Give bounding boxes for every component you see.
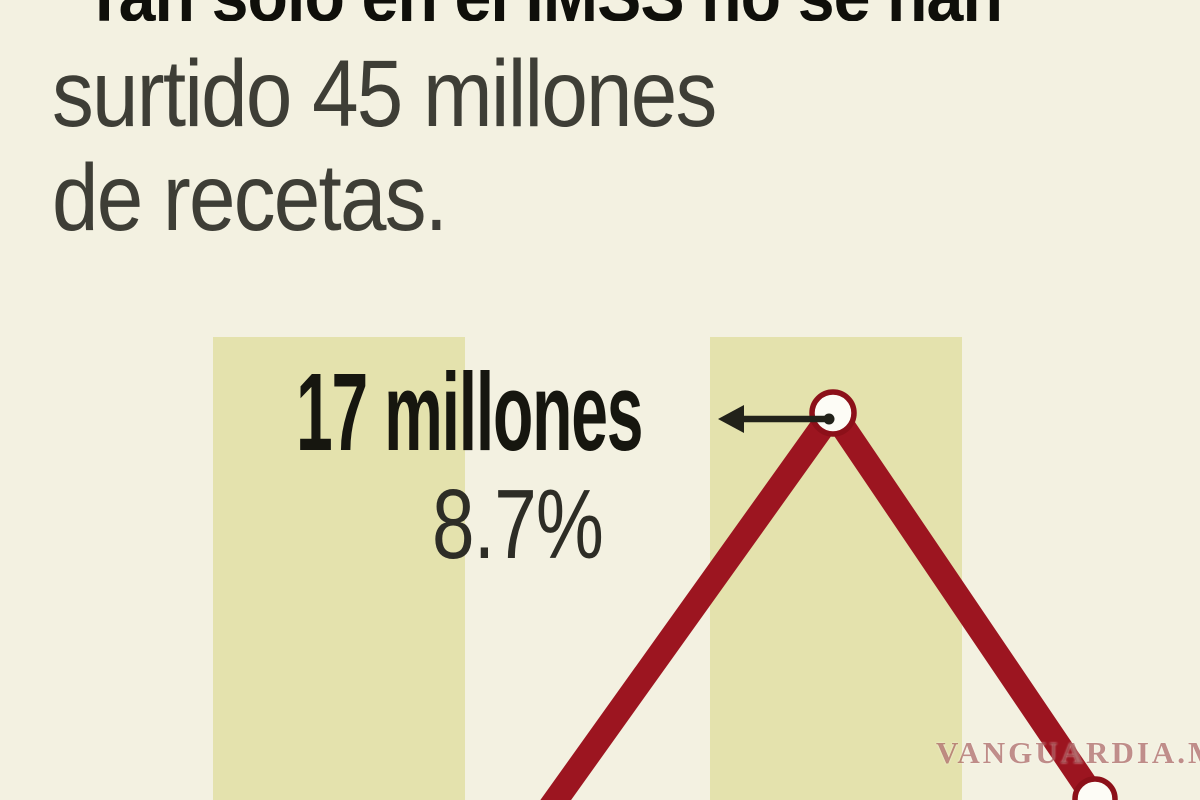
headline-line1: surtido 45 millones [52, 41, 717, 147]
headline-paragraph: surtido 45 millones de recetas. [52, 41, 717, 251]
leader-end-dot [823, 413, 835, 425]
peak-marker [809, 389, 857, 437]
end-marker [1072, 776, 1118, 800]
watermark: VANGUARDIA.MX [936, 735, 1200, 770]
leader-arrow-icon [718, 405, 744, 433]
headline-line2: de recetas. [52, 145, 448, 251]
bar-column-left [213, 337, 465, 800]
clipped-headline: Tan sólo en el IMSS no se han [84, 0, 1194, 21]
peak-value-label: 17 millones [296, 351, 643, 474]
clipped-headline-text: Tan sólo en el IMSS no se han [84, 0, 1003, 21]
peak-percent-label: 8.7% [432, 469, 604, 579]
